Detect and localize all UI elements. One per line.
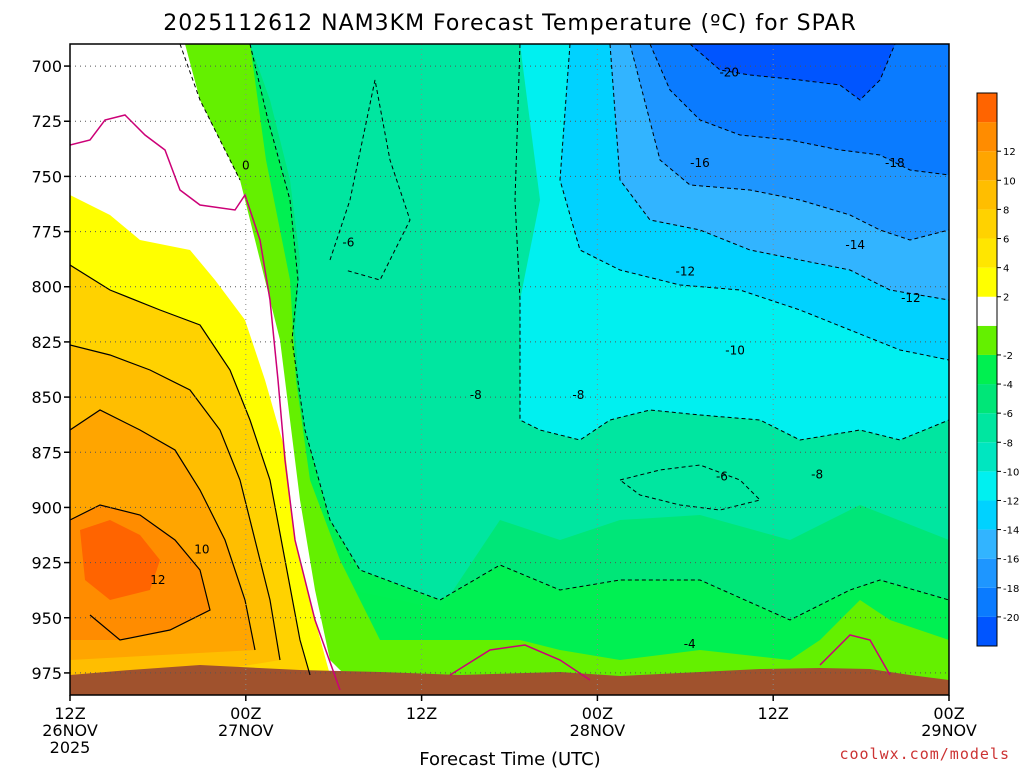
y-tick-label: 800	[31, 278, 62, 297]
colorbar-swatch	[977, 558, 997, 588]
contour-label: -8	[470, 388, 482, 402]
y-tick-label: 875	[31, 443, 62, 462]
y-tick-label: 850	[31, 388, 62, 407]
colorbar-label: -14	[1003, 526, 1019, 537]
colorbar-label: -4	[1003, 380, 1013, 391]
colorbar-label: -12	[1003, 496, 1019, 507]
contour-label: 12	[150, 573, 165, 587]
y-axis: 700 725 750 775 800 825 850 875 900 925 950 975	[31, 57, 70, 683]
contour-label: -12	[901, 291, 921, 305]
colorbar-swatch	[977, 384, 997, 414]
y-tick-label: 725	[31, 112, 62, 131]
colorbar-label: -8	[1003, 438, 1013, 449]
contour-label: 10	[194, 542, 209, 556]
y-tick-label: 925	[31, 554, 62, 573]
y-tick-label: 750	[31, 167, 62, 186]
contour-0	[70, 114, 341, 691]
contour-label: -8	[572, 388, 584, 402]
colorbar-frame	[976, 92, 998, 647]
chart-title: 2025112612 NAM3KM Forecast Temperature (…	[163, 11, 857, 36]
x-tick-label: 00Z	[933, 704, 964, 723]
contour-labels: -20 -16 -18 -14 -12 -12 -10 -8 -8 -8 -6 -6 -4 0 10 12	[150, 66, 920, 652]
contour-label: -4	[684, 637, 696, 651]
contour-0b	[449, 644, 591, 681]
colorbar-swatch	[977, 267, 997, 297]
colorbar-label: 8	[1003, 205, 1009, 216]
x-tick-date: 28NOV	[570, 721, 626, 740]
colorbar-swatch	[977, 151, 997, 181]
contour-label: -10	[725, 344, 745, 358]
colorbar-label: 10	[1003, 176, 1016, 187]
colorbar-swatch	[977, 616, 997, 646]
credit-text: coolwx.com/models	[839, 745, 1010, 763]
colorbar-label: -2	[1003, 351, 1013, 362]
colorbar-swatch	[977, 238, 997, 268]
contour-label: -20	[719, 66, 739, 80]
colorbar-swatch	[977, 413, 997, 443]
contour-label: 0	[242, 158, 250, 172]
y-tick-label: 950	[31, 609, 62, 628]
colorbar-label: -20	[1003, 613, 1019, 624]
colorbar-swatch	[977, 325, 997, 355]
colorbar-label: 2	[1003, 293, 1009, 304]
y-tick-label: 900	[31, 498, 62, 517]
plot-frame	[69, 43, 950, 696]
colorbar-swatch	[977, 122, 997, 152]
y-tick-label: 825	[31, 333, 62, 352]
contour-lines	[70, 44, 949, 691]
y-tick-label: 775	[31, 223, 62, 242]
contour-dashed	[179, 44, 949, 621]
x-tick-label: 00Z	[230, 704, 261, 723]
x-tick-label: 00Z	[582, 704, 613, 723]
terrain	[70, 665, 949, 695]
contour-label: -12	[675, 264, 695, 278]
colorbar-label: -18	[1003, 584, 1019, 595]
y-tick-label: 975	[31, 664, 62, 683]
contour-label: -16	[690, 156, 710, 170]
colorbar-swatch	[977, 93, 997, 123]
contour-label: -8	[811, 467, 823, 481]
temperature-fill	[70, 44, 949, 695]
x-tick-date: 26NOV	[42, 721, 98, 740]
colorbar-swatch	[977, 529, 997, 559]
colorbar-label: 6	[1003, 235, 1009, 246]
x-tick-label: 12Z	[406, 704, 437, 723]
colorbar-label: -6	[1003, 409, 1013, 420]
colorbar: -20 -18 -16 -14 -12 -10 -8 -6 -4 -2 2 4 6 8 10 12	[976, 92, 1019, 647]
colorbar-label: 4	[1003, 264, 1009, 275]
x-tick-label: 12Z	[54, 704, 85, 723]
x-axis-label: Forecast Time (UTC)	[419, 749, 600, 768]
colorbar-swatch	[977, 180, 997, 210]
colorbar-swatch	[977, 471, 997, 501]
y-tick-label: 700	[31, 57, 62, 76]
grid	[70, 44, 949, 695]
colorbar-label: -16	[1003, 555, 1019, 566]
contour-warm	[70, 264, 311, 676]
colorbar-swatch	[977, 209, 997, 239]
contour-label: -18	[885, 156, 905, 170]
x-tick-date: 29NOV	[921, 721, 977, 740]
contour-label: -14	[845, 238, 865, 252]
colorbar-swatch	[977, 442, 997, 472]
x-tick-date: 27NOV	[218, 721, 274, 740]
band-minus20	[690, 44, 895, 100]
colorbar-label: 12	[1003, 147, 1016, 158]
colorbar-label: -10	[1003, 467, 1019, 478]
colorbar-swatch	[977, 354, 997, 385]
x-tick-label: 12Z	[758, 704, 789, 723]
colorbar-swatch	[977, 296, 997, 326]
colorbar-swatch	[977, 587, 997, 617]
colorbar-swatch	[977, 500, 997, 530]
contour-label: -6	[342, 236, 354, 250]
contour-label: -6	[716, 470, 728, 484]
contour-0c	[819, 634, 891, 676]
band-plus14	[80, 520, 160, 600]
x-tick-year: 2025	[50, 738, 91, 757]
